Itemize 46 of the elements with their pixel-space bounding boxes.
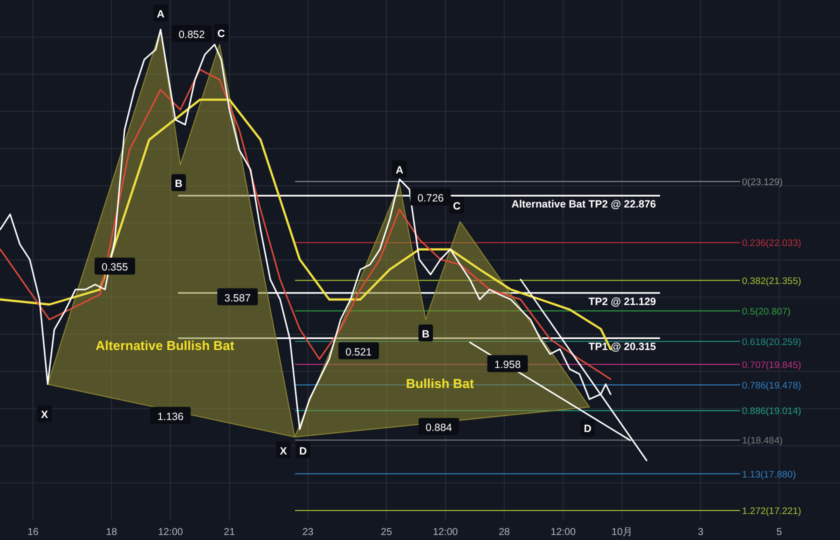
- annotation: 0.852: [178, 28, 206, 41]
- ref-line-label: Alternative Bat TP2 @ 22.876: [512, 198, 656, 211]
- ref-line-label: 0(23.129): [742, 177, 783, 188]
- annotation: 0.355: [102, 262, 128, 274]
- ref-line-label: 1.272(17.221): [742, 506, 802, 517]
- annotation: 0.884: [426, 422, 452, 434]
- x-tick-label: 12:00: [432, 527, 458, 538]
- ref-line-label: 0.382(21.355): [742, 276, 802, 287]
- ref-line-label: 0.5(20.807): [742, 306, 791, 318]
- annotation: X: [40, 409, 48, 422]
- ref-line-label: TP2 @ 21.129: [588, 296, 656, 308]
- annotation: C: [453, 200, 462, 212]
- annotation: 3.587: [224, 292, 251, 304]
- x-tick-label: 23: [302, 527, 314, 538]
- ref-line-label: 1(18.484): [742, 436, 783, 447]
- annotation: 0.726: [417, 192, 444, 205]
- annotation: 1.958: [494, 359, 521, 372]
- x-tick-label: 12:00: [158, 527, 184, 538]
- annotation: A: [396, 164, 404, 176]
- ref-line-label: TP1 @ 20.315: [588, 341, 656, 354]
- x-tick-label: 12:00: [550, 527, 576, 538]
- annotation: 0.521: [345, 346, 372, 358]
- ref-line-label: 0.886(19.014): [742, 406, 802, 418]
- x-tick-label: 5: [776, 527, 782, 538]
- ref-line-label: 0.618(20.259): [742, 336, 802, 348]
- annotation: X: [280, 445, 287, 458]
- x-tick-label: 25: [380, 527, 392, 538]
- annotation: C: [217, 28, 226, 40]
- x-tick-label: 10月: [612, 527, 633, 538]
- annotation: Bullish Bat: [406, 376, 475, 391]
- annotation: Alternative Bullish Bat: [96, 338, 236, 353]
- annotation: D: [299, 445, 308, 458]
- annotation: B: [422, 328, 430, 340]
- ref-line-label: 0.786(19.478): [742, 380, 802, 392]
- annotation: 1.136: [157, 410, 184, 423]
- x-tick-label: 3: [698, 527, 704, 538]
- annotation: A: [156, 8, 165, 20]
- x-tick-label: 21: [224, 527, 236, 538]
- x-tick-label: 16: [27, 527, 39, 538]
- x-tick-label: 18: [106, 527, 118, 538]
- ref-line-label: 0.236(22.033): [742, 238, 802, 250]
- x-tick-label: 28: [498, 527, 510, 538]
- annotation: D: [584, 423, 592, 436]
- annotation: B: [174, 178, 183, 190]
- ref-line-label: 1.13(17.880): [742, 469, 796, 480]
- ref-line-label: 0.707(19.845): [742, 360, 802, 371]
